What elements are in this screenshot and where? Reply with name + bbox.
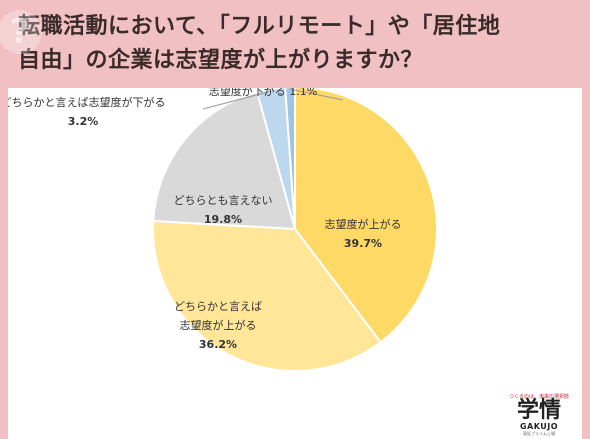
slice-value-label: 19.8%: [204, 213, 242, 226]
question-mark-icon: ?: [0, 10, 42, 54]
pie-chart: 志望度が上がる39.7%どちらかと言えば志望度が上がる36.2%どちらとも言えな…: [8, 88, 438, 372]
slice-neutral: [152, 90, 297, 231]
slice-label: どちらとも言えない: [174, 194, 273, 207]
slice-label: どちらかと言えば: [174, 300, 262, 313]
slice-value-label: 3.2%: [68, 115, 99, 128]
logo-main-text: 学情: [516, 398, 561, 423]
logo-sub-text: GAKUJO: [519, 422, 559, 431]
leader-line: [202, 90, 272, 110]
slice-label: 志望度が上がる: [180, 318, 257, 332]
slice-label: 志望度が上がる: [325, 217, 402, 231]
title-line-2: 自由」の企業は志望度が上がりますか？: [18, 48, 424, 73]
slice-somewhat-agree: [152, 219, 383, 372]
gakujo-logo: つくるのは、未来の選択肢 学情 GAKUJO 東証プライム上場: [508, 393, 570, 437]
logo-tagline: つくるのは、未来の選択肢: [509, 394, 569, 400]
slice-label: どちらかと言えば志望度が下がる: [8, 95, 166, 109]
logo-listing-text: 東証プライム上場: [523, 431, 555, 436]
slice-disagree: [284, 88, 296, 230]
slice-value-label: 36.2%: [199, 338, 237, 351]
chart-card: 志望度が上がる 39.7% どちらかと言えば 志望度が上がる 36.2% どちらとも言えな…: [8, 88, 582, 439]
chart-title: 転職活動において、「フルリモート」や「居住地 自由」の企業は志望度が上がりますか…: [18, 10, 574, 78]
slice-somewhat-disagree: [255, 88, 296, 230]
slice-agree: [294, 88, 438, 344]
leader-line: [290, 88, 344, 101]
title-banner: ? 転職活動において、「フルリモート」や「居住地 自由」の企業は志望度が上がりま…: [0, 0, 590, 88]
slice-label: 志望度が下がる 1.1%: [209, 88, 317, 98]
title-line-1: 転職活動において、「フルリモート」や「居住地: [18, 14, 501, 39]
slice-value-label: 39.7%: [344, 237, 382, 250]
